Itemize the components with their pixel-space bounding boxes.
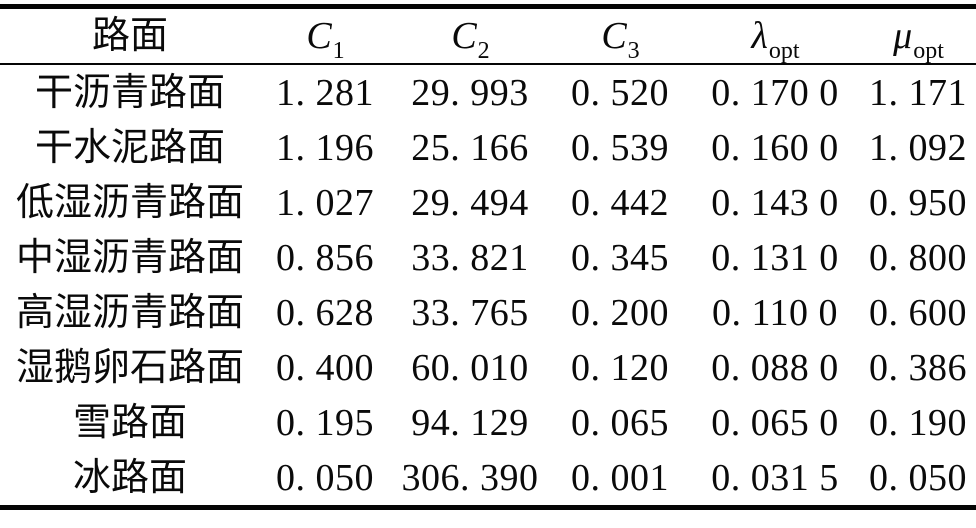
cell-lambda-opt: 0. 143 0: [711, 181, 839, 224]
cell-c3: 0. 539: [571, 126, 669, 169]
column-header-mu-opt: μopt: [893, 15, 944, 64]
table-row: 高湿沥青路面 0. 628 33. 765 0. 200 0. 110 0 0.…: [0, 285, 976, 340]
table-row: 湿鹅卵石路面 0. 400 60. 010 0. 120 0. 088 0 0.…: [0, 340, 976, 395]
cell-surface: 干水泥路面: [34, 126, 225, 169]
cell-c2: 33. 821: [411, 236, 529, 279]
table-row: 冰路面 0. 050 306. 390 0. 001 0. 031 5 0. 0…: [0, 450, 976, 508]
column-header-c3: C3: [601, 15, 640, 64]
cell-c3: 0. 120: [571, 346, 669, 389]
cell-lambda-opt: 0. 031 5: [711, 456, 839, 499]
column-header-surface: 路面: [91, 15, 168, 57]
table-row: 中湿沥青路面 0. 856 33. 821 0. 345 0. 131 0 0.…: [0, 230, 976, 285]
cell-c2: 60. 010: [411, 346, 529, 389]
header-row: 路面 C1 C2 C3 λopt μopt: [0, 7, 976, 64]
table-row: 低湿沥青路面 1. 027 29. 494 0. 442 0. 143 0 0.…: [0, 175, 976, 230]
cell-c2: 306. 390: [401, 456, 539, 499]
cell-c1: 0. 050: [276, 456, 374, 499]
cell-c1: 0. 856: [276, 236, 374, 279]
column-header-c1: C1: [306, 15, 345, 64]
cell-surface: 湿鹅卵石路面: [15, 346, 244, 389]
cell-c3: 0. 001: [571, 456, 669, 499]
cell-mu-opt: 0. 950: [869, 181, 967, 224]
table-row: 雪路面 0. 195 94. 129 0. 065 0. 065 0 0. 19…: [0, 395, 976, 450]
cell-lambda-opt: 0. 065 0: [711, 401, 839, 444]
cell-c1: 1. 196: [276, 126, 374, 169]
road-surface-parameter-table: 路面 C1 C2 C3 λopt μopt 干沥青路面 1. 281 29. 9…: [0, 4, 976, 510]
cell-surface: 冰路面: [72, 456, 187, 499]
cell-c3: 0. 442: [571, 181, 669, 224]
cell-c2: 94. 129: [411, 401, 529, 444]
cell-c1: 1. 027: [276, 181, 374, 224]
table-header-row: 路面 C1 C2 C3 λopt μopt: [0, 7, 976, 64]
cell-c1: 1. 281: [276, 71, 374, 114]
cell-c1: 0. 400: [276, 346, 374, 389]
cell-lambda-opt: 0. 088 0: [711, 346, 839, 389]
cell-mu-opt: 1. 092: [869, 126, 967, 169]
cell-c2: 33. 765: [411, 291, 529, 334]
cell-surface: 高湿沥青路面: [15, 291, 244, 334]
cell-lambda-opt: 0. 170 0: [711, 71, 839, 114]
table-row: 干沥青路面 1. 281 29. 993 0. 520 0. 170 0 1. …: [0, 64, 976, 120]
cell-surface: 中湿沥青路面: [15, 236, 244, 279]
cell-c1: 0. 628: [276, 291, 374, 334]
cell-mu-opt: 0. 600: [869, 291, 967, 334]
cell-c3: 0. 520: [571, 71, 669, 114]
cell-surface: 干沥青路面: [34, 71, 225, 114]
column-header-lambda-opt: λopt: [751, 15, 800, 64]
cell-surface: 低湿沥青路面: [15, 181, 244, 224]
cell-lambda-opt: 0. 160 0: [711, 126, 839, 169]
cell-mu-opt: 0. 050: [869, 456, 967, 499]
cell-c1: 0. 195: [276, 401, 374, 444]
cell-c3: 0. 200: [571, 291, 669, 334]
cell-lambda-opt: 0. 110 0: [711, 291, 839, 334]
cell-mu-opt: 0. 800: [869, 236, 967, 279]
cell-c2: 25. 166: [411, 126, 529, 169]
cell-c3: 0. 345: [571, 236, 669, 279]
cell-c2: 29. 494: [411, 181, 529, 224]
table-body: 干沥青路面 1. 281 29. 993 0. 520 0. 170 0 1. …: [0, 64, 976, 508]
column-header-c2: C2: [451, 15, 490, 64]
cell-mu-opt: 0. 386: [869, 346, 967, 389]
cell-mu-opt: 1. 171: [869, 71, 967, 114]
cell-c2: 29. 993: [411, 71, 529, 114]
cell-lambda-opt: 0. 131 0: [711, 236, 839, 279]
cell-mu-opt: 0. 190: [869, 401, 967, 444]
cell-c3: 0. 065: [571, 401, 669, 444]
table-row: 干水泥路面 1. 196 25. 166 0. 539 0. 160 0 1. …: [0, 120, 976, 175]
cell-surface: 雪路面: [72, 401, 187, 444]
